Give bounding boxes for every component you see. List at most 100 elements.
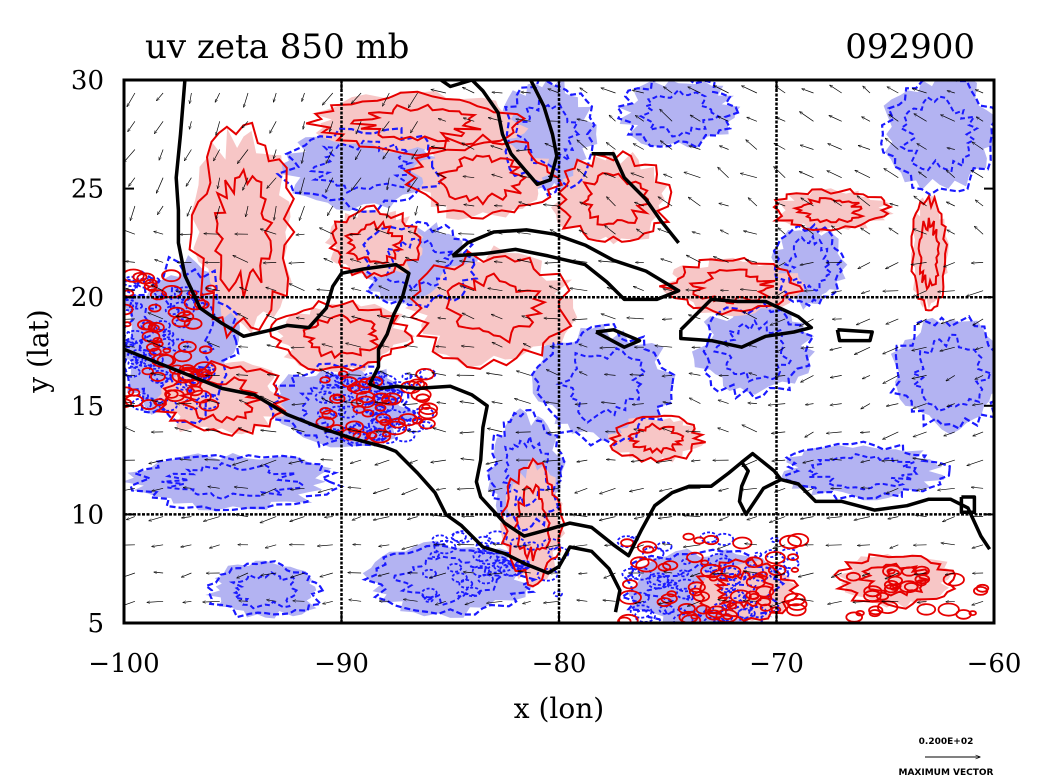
wind-vector [436, 261, 446, 263]
wind-vector [656, 459, 673, 463]
wind-vector [719, 516, 729, 521]
wind-vector [883, 375, 899, 383]
wind-vectors [124, 85, 984, 607]
wind-vector [267, 177, 277, 189]
wind-vector [126, 261, 135, 262]
wind-vector [914, 573, 927, 575]
positive-contour-line [124, 268, 145, 283]
wind-vector [159, 149, 164, 161]
wind-vector [663, 289, 673, 292]
wind-vector [520, 176, 531, 179]
wind-vector [206, 288, 220, 292]
negative-contour-line [389, 417, 410, 430]
wind-vector [326, 149, 334, 164]
positive-contour-line [162, 347, 172, 354]
coastline [835, 328, 874, 343]
positive-contour-line [580, 172, 650, 226]
positive-contour-line [887, 569, 900, 578]
wind-vector [692, 232, 701, 235]
negative-contour-line [161, 329, 171, 336]
wind-vector [741, 487, 757, 490]
positive-contour-line [375, 413, 392, 424]
negative-contour-line [347, 424, 365, 435]
time-label: 092900 [845, 27, 975, 67]
wind-vector [826, 432, 842, 433]
wind-vector [601, 402, 616, 403]
wind-vector [260, 229, 277, 235]
positive-contour-line [402, 133, 564, 220]
wind-vector [856, 318, 871, 325]
negative-contour-line [127, 358, 143, 369]
wind-vector [832, 290, 842, 293]
wind-vector [858, 262, 871, 268]
wind-vector [917, 487, 927, 490]
wind-vector [662, 375, 673, 376]
wind-vector [149, 459, 164, 464]
negative-contour-line [503, 80, 596, 197]
wind-vector [322, 398, 333, 404]
negative-contour-line [124, 337, 138, 346]
negative-contour-line [361, 544, 538, 616]
wind-vector [772, 460, 786, 461]
wind-vector [403, 404, 418, 405]
wind-vector [637, 229, 645, 235]
wind-vector [862, 117, 871, 122]
negative-vorticity-region [781, 445, 944, 501]
wind-vector [544, 318, 560, 319]
wind-vector [691, 460, 701, 461]
wind-vector [747, 117, 758, 122]
wind-vector [658, 600, 673, 604]
negative-contour-line [298, 380, 390, 434]
wind-vector [205, 460, 220, 461]
positive-contour-line [445, 272, 548, 345]
wind-vector [518, 571, 531, 574]
wind-vector [124, 401, 135, 404]
wind-vector [919, 172, 927, 178]
wind-vector [660, 109, 673, 122]
negative-contour-line [472, 549, 492, 563]
wind-vector [261, 430, 277, 433]
wind-vector [289, 459, 305, 463]
wind-vector [803, 459, 814, 463]
positive-contour-line [418, 406, 438, 420]
wind-vector [603, 600, 616, 601]
wind-vector [408, 177, 418, 192]
positive-contour-line [361, 409, 375, 418]
y-tick-labels: 5 10 15 20 25 30 [71, 66, 104, 639]
wind-vector [436, 205, 446, 206]
wind-vector [663, 402, 673, 404]
positive-contour-line [779, 534, 803, 550]
wind-vector [239, 601, 249, 602]
wind-vector [972, 544, 984, 548]
positive-vorticity-region [911, 192, 949, 310]
wind-vector [550, 347, 560, 348]
wind-vector [659, 487, 673, 491]
wind-vector [124, 600, 136, 606]
wind-vector [572, 319, 588, 320]
wind-vector [516, 432, 531, 433]
negative-contour-line [638, 88, 721, 138]
negative-contour-line [485, 530, 508, 545]
wind-vector [436, 346, 446, 347]
wind-vector [415, 205, 418, 215]
negative-contour-line [677, 569, 690, 578]
wind-vector [577, 427, 588, 433]
wind-vector [633, 144, 644, 150]
negative-vorticity-region [531, 323, 676, 442]
wind-vector [291, 428, 305, 433]
positive-contour-line [141, 330, 161, 343]
coastline [124, 347, 622, 613]
wind-vector [805, 431, 814, 437]
wind-vector [546, 402, 560, 403]
negative-contour-line [675, 587, 695, 600]
wind-vector [946, 375, 955, 381]
positive-contour-line [662, 560, 679, 571]
wind-vector [437, 173, 447, 179]
wind-vector [545, 262, 560, 263]
wind-vector [580, 202, 588, 207]
negative-contour-line [464, 586, 482, 598]
wind-vector [635, 116, 644, 122]
wind-vector [435, 600, 447, 605]
positive-contour-line [693, 536, 706, 545]
